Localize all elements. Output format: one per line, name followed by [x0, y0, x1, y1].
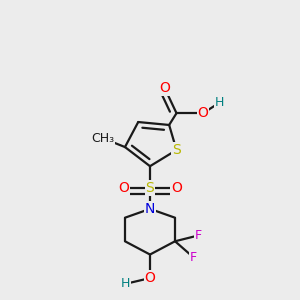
Text: O: O — [118, 181, 129, 195]
Text: O: O — [171, 181, 182, 195]
Text: CH₃: CH₃ — [91, 132, 115, 145]
Text: F: F — [195, 229, 202, 242]
Text: O: O — [198, 106, 208, 120]
Text: S: S — [172, 143, 181, 157]
Text: H: H — [120, 278, 130, 290]
Text: O: O — [145, 271, 155, 285]
Text: F: F — [190, 251, 197, 264]
Text: O: O — [159, 81, 170, 95]
Text: H: H — [214, 96, 224, 110]
Text: S: S — [146, 181, 154, 195]
Text: N: N — [145, 202, 155, 216]
